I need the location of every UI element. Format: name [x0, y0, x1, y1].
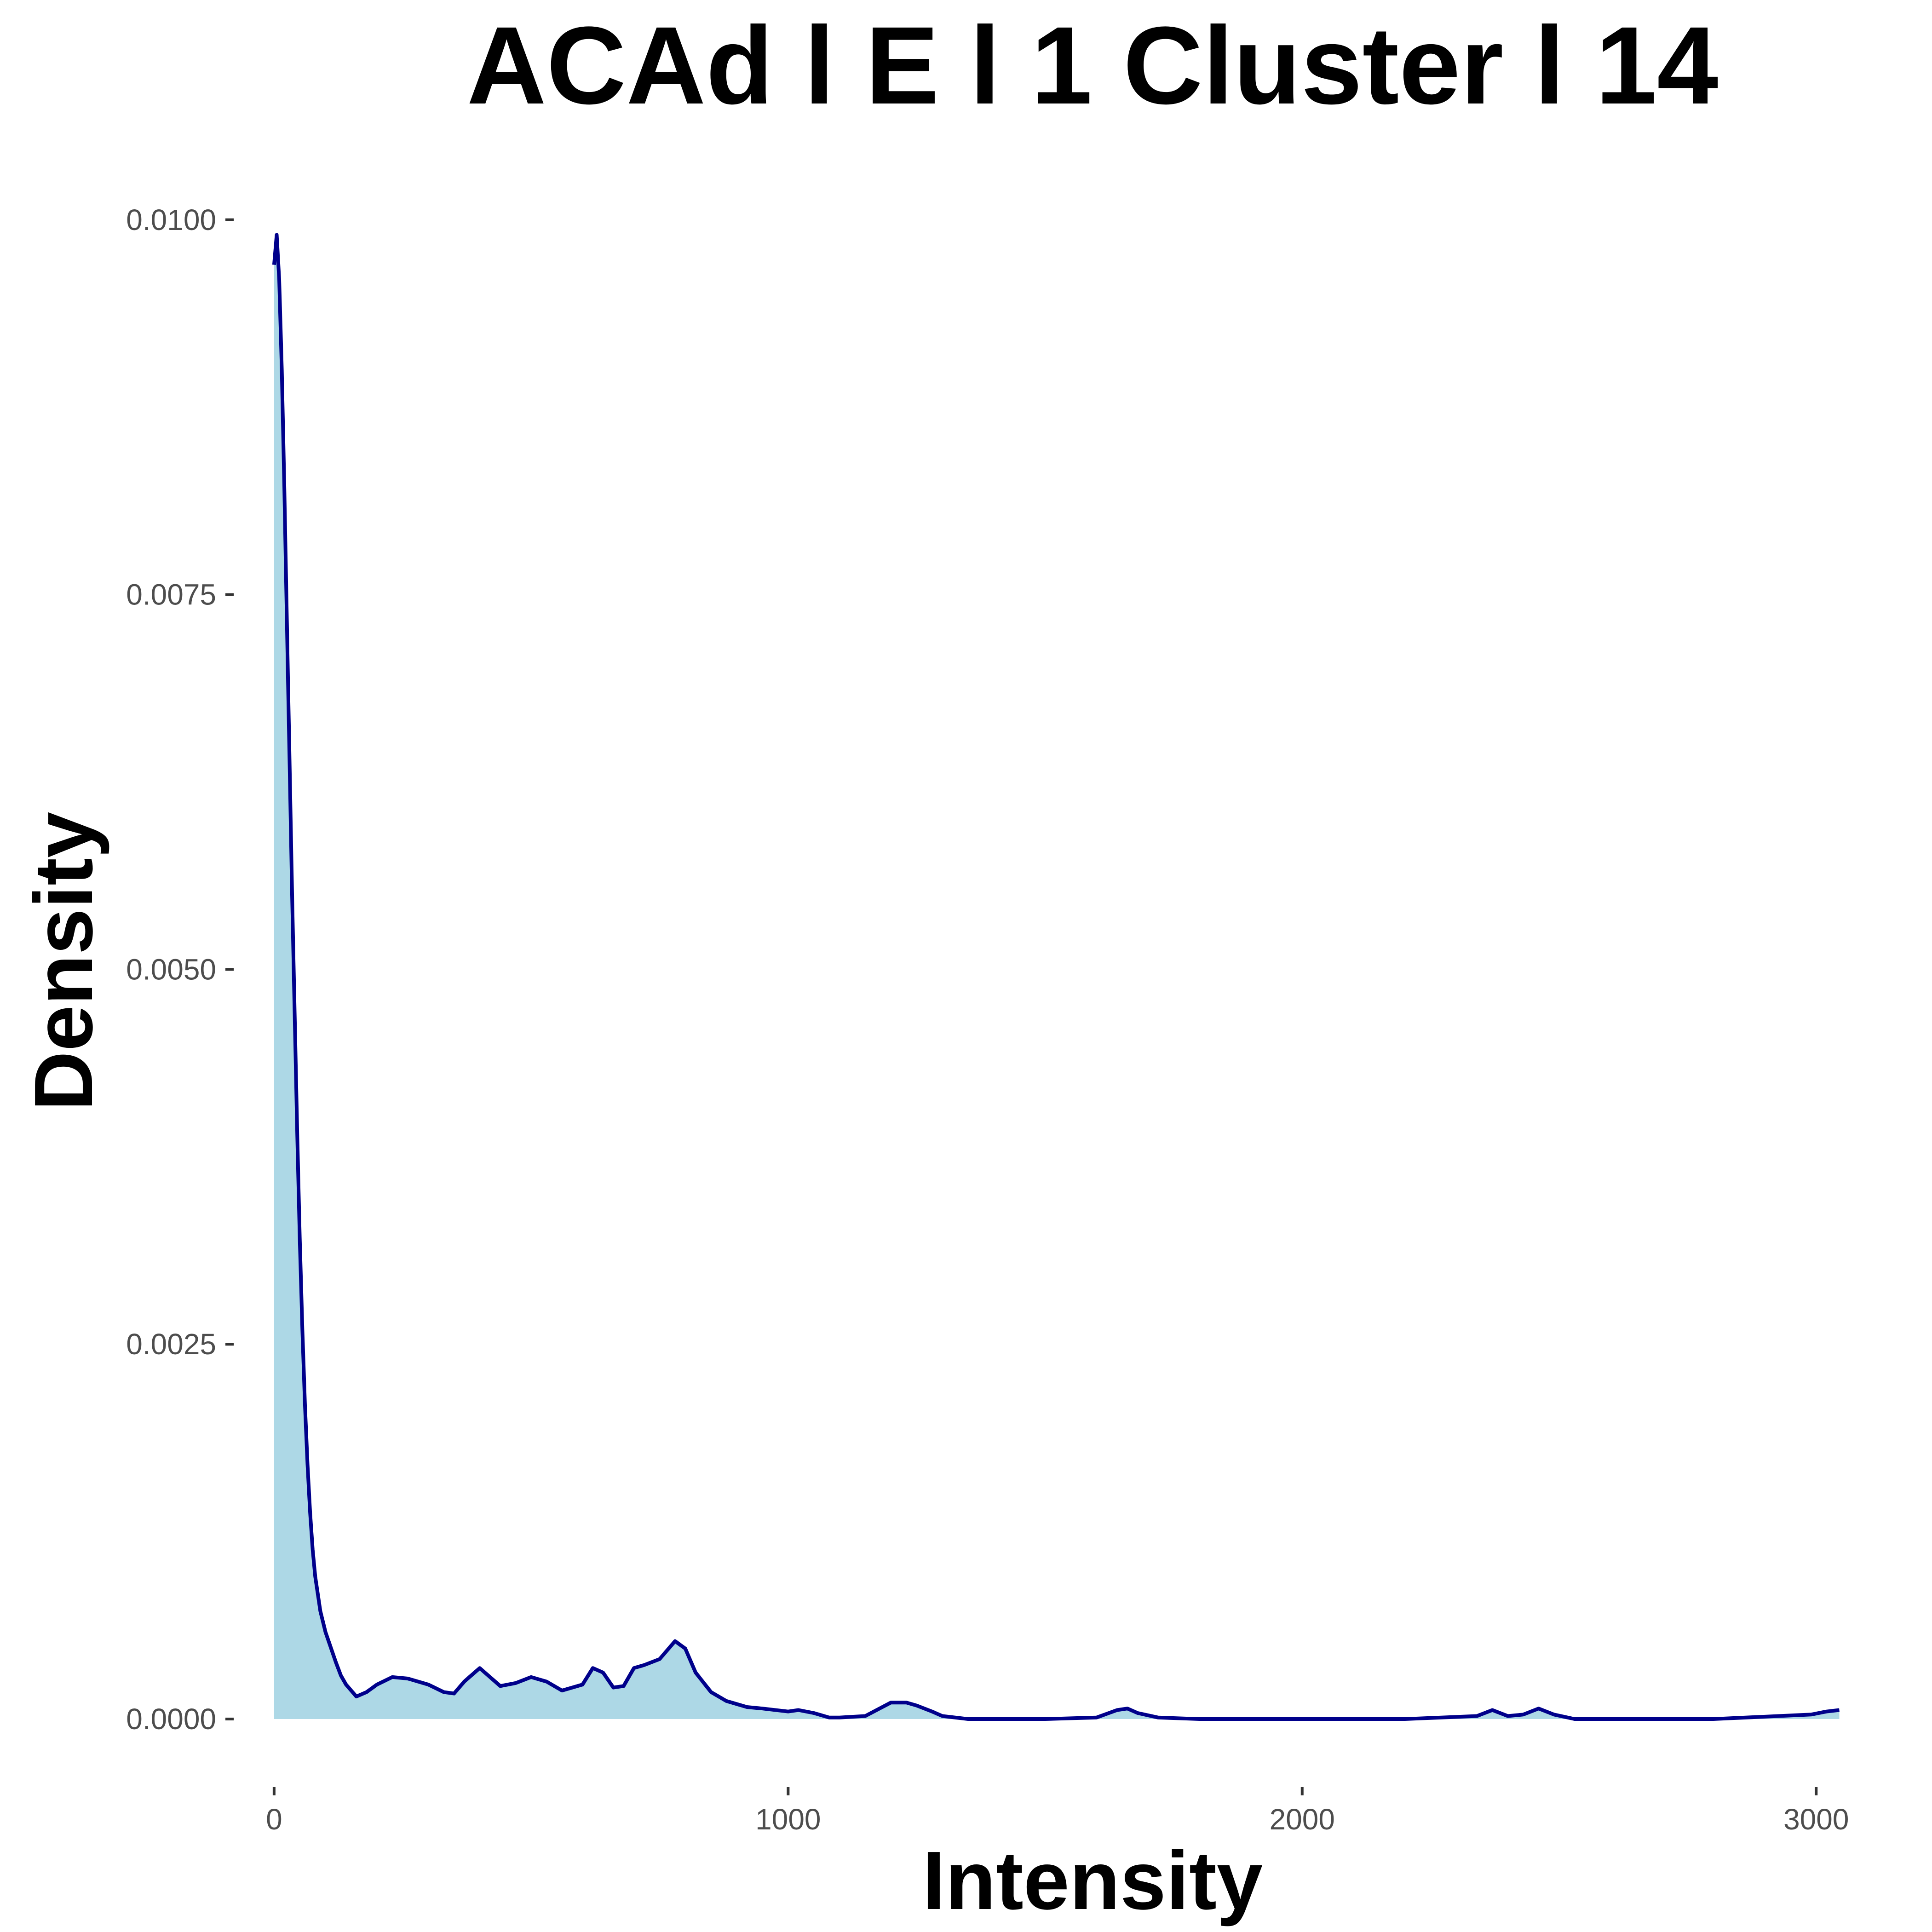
y-tick-label: 0.0050: [126, 953, 216, 986]
chart-title: ACAd l E l 1 Cluster l 14: [467, 4, 1719, 127]
x-axis-title: Intensity: [922, 1834, 1263, 1927]
x-tick-label: 2000: [1270, 1803, 1335, 1836]
y-axis: 0.0000 0.0025 0.0050 0.0075 0.0100: [126, 203, 234, 1736]
density-line: [272, 233, 1840, 1721]
x-tick-label: 1000: [755, 1803, 821, 1836]
x-tick-label: 0: [266, 1803, 282, 1836]
y-tick-label: 0.0000: [126, 1702, 216, 1736]
density-area: [274, 235, 1840, 1719]
x-tick-label: 3000: [1783, 1803, 1849, 1836]
y-axis-title: Density: [17, 812, 110, 1111]
y-tick-label: 0.0100: [126, 203, 216, 236]
y-tick-label: 0.0025: [126, 1328, 216, 1361]
x-axis: 0 1000 2000 3000: [266, 1787, 1849, 1836]
plot-area: [272, 233, 1840, 1721]
y-tick-label: 0.0075: [126, 578, 216, 611]
